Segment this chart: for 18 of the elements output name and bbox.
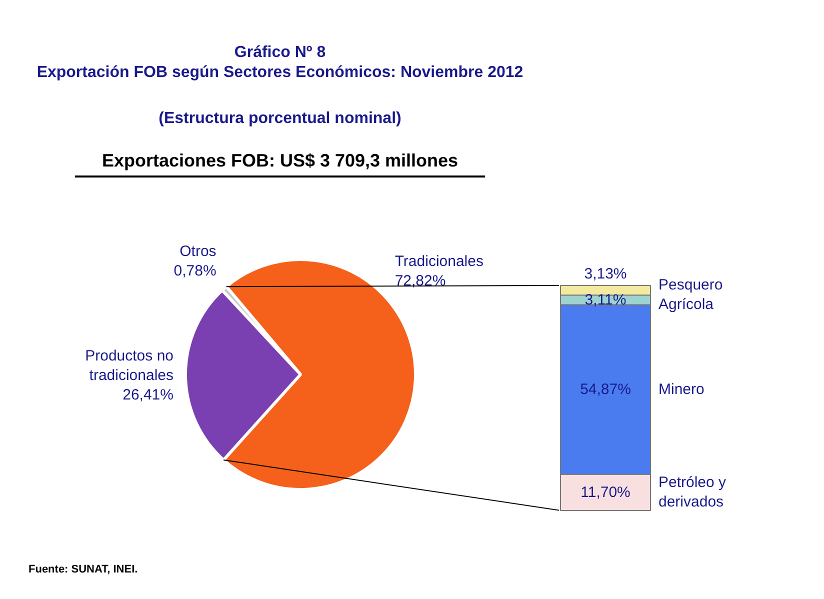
data-label: 0,78%	[174, 262, 216, 280]
source-note: Fuente: SUNAT, INEI.	[28, 564, 138, 576]
data-label: 54,87%	[580, 381, 631, 398]
series-label: Pesquero	[658, 276, 723, 294]
data-label: 11,70%	[580, 484, 630, 501]
slice-label: Otros	[180, 242, 216, 260]
series-label: Agrícola	[658, 296, 714, 313]
data-label: 3,13%	[584, 266, 627, 282]
series-label: Minero	[658, 381, 704, 398]
chart-subtitle: (Estructura porcentual nominal)	[158, 110, 402, 127]
data-label: 72,82%	[394, 272, 446, 290]
slice-label: Productos no tradicionales	[85, 347, 174, 384]
text: Exportaciones FOB: US$ 3 709,3 millones	[102, 150, 458, 170]
slice-label: Tradicionales	[394, 252, 484, 270]
data-label: 3,11%	[584, 291, 626, 308]
data-label: 26,41%	[122, 386, 174, 404]
chart-title: Gráfico Nº 8 Exportación FOB según Sectores Económicos: Noviembre 2012	[36, 44, 524, 81]
series-label: Petróleo y derivados	[658, 474, 727, 511]
